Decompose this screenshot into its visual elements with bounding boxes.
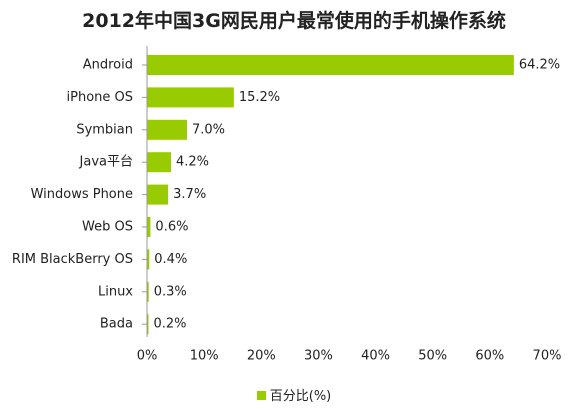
- value-label-bada: 0.2%: [154, 317, 187, 332]
- legend-swatch: [256, 391, 266, 400]
- value-label-web-os: 0.6%: [155, 220, 188, 235]
- value-label-symbian: 7.0%: [192, 122, 225, 137]
- bar-bada: [147, 314, 149, 335]
- bar-symbian: [147, 119, 187, 140]
- value-label-rim-blackberry-os: 0.4%: [154, 252, 187, 267]
- category-label-linux: Linux: [98, 284, 133, 299]
- bar-windows-phone: [147, 184, 169, 205]
- value-label-android: 64.2%: [519, 58, 560, 73]
- category-label-web-os: Web OS: [82, 220, 133, 235]
- bar-rim-blackberry-os: [147, 249, 150, 270]
- category-label-android: Android: [83, 58, 133, 73]
- value-label-java: 4.2%: [176, 155, 209, 170]
- bar-web-os: [147, 217, 151, 237]
- x-tick-label-30: 30%: [304, 349, 333, 364]
- x-tick-label-50: 50%: [418, 349, 447, 364]
- x-tick-label-0: 0%: [137, 349, 158, 364]
- x-tick-label-60: 60%: [475, 349, 504, 364]
- labels-layer: Android 64.2% iPhone OS 15.2% Symbian 7.0% Jav…: [12, 58, 560, 332]
- legend: 百分比(%): [0, 385, 588, 404]
- value-label-iphone-os: 15.2%: [239, 90, 280, 105]
- value-label-linux: 0.3%: [154, 284, 187, 299]
- x-tick-label-10: 10%: [190, 349, 219, 364]
- category-label-bada: Bada: [100, 317, 133, 332]
- bar-linux: [147, 281, 149, 302]
- category-label-iphone-os: iPhone OS: [67, 90, 134, 105]
- bars-layer: [147, 55, 514, 335]
- x-tick-label-40: 40%: [361, 349, 390, 364]
- x-tick-label-20: 20%: [247, 349, 276, 364]
- bar-android: [147, 55, 514, 75]
- axis-layer: 0% 10% 20% 30% 40% 50% 60% 70%: [137, 46, 562, 364]
- legend-label: 百分比(%): [269, 389, 332, 404]
- bar-java: [147, 152, 171, 173]
- category-label-windows-phone: Windows Phone: [31, 187, 133, 202]
- category-label-symbian: Symbian: [76, 122, 133, 137]
- bar-iphone-os: [147, 87, 234, 108]
- category-label-rim-blackberry-os: RIM BlackBerry OS: [12, 252, 133, 267]
- category-label-java: Java平台: [79, 155, 133, 170]
- x-tick-label-70: 70%: [533, 349, 562, 364]
- value-label-windows-phone: 3.7%: [173, 187, 206, 202]
- chart-title: 2012年中国3G网民用户最常使用的手机操作系统: [82, 10, 506, 32]
